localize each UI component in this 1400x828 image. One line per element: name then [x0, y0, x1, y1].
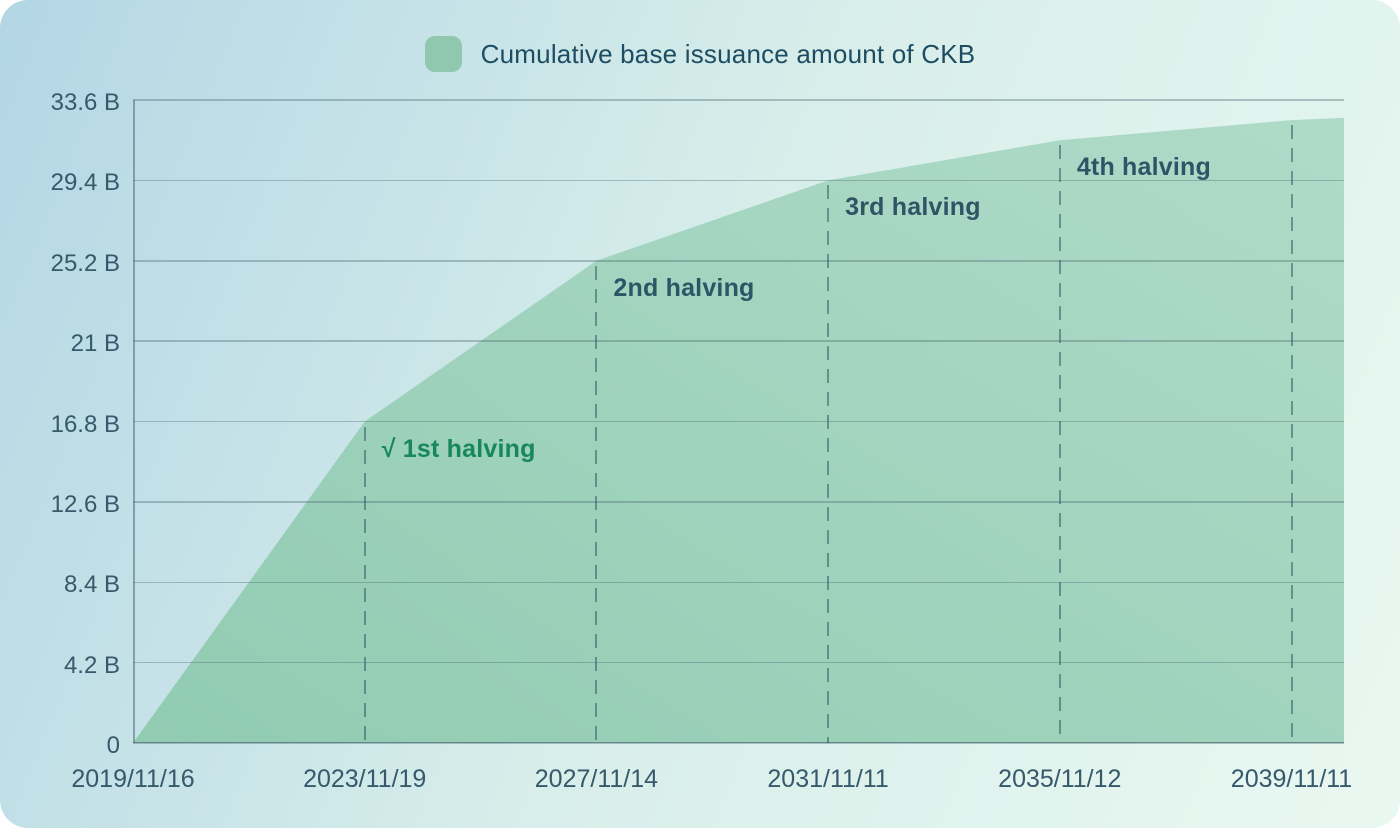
annotation-halving-3: 3rd halving — [845, 193, 981, 222]
plot-area: √ 1st halving 2nd halving 3rd halving 4th h… — [133, 99, 1344, 744]
annotation-halving-4: 4th halving — [1076, 153, 1211, 182]
y-tick-16.8B: 16.8 B — [50, 410, 120, 438]
gridline-25.2B — [133, 260, 1344, 262]
gridline-8.4B — [133, 581, 1344, 583]
annotation-halving-2: 2nd halving — [613, 273, 755, 302]
legend[interactable]: Cumulative base issuance amount of CKB — [0, 36, 1400, 72]
cumulative-issuance-area — [133, 117, 1344, 743]
y-tick-33.6B: 33.6 B — [50, 89, 120, 116]
x-axis-line — [133, 741, 1344, 743]
y-tick-12.6B: 12.6 B — [50, 490, 120, 518]
halving-dashed-line-3 — [827, 185, 830, 743]
x-tick-2031-11-11: 2031/11/11 — [767, 765, 889, 793]
x-tick-2019-11-16: 2019/11/16 — [71, 765, 195, 793]
y-axis-line — [133, 100, 135, 743]
x-tick-2027-11-14: 2027/11/14 — [534, 765, 659, 793]
x-axis: 2019/11/16 2023/11/19 2027/11/14 2031/11/11… — [71, 765, 1352, 799]
x-tick-2039-11-11: 2039/11/11 — [1230, 765, 1353, 793]
gridline-21B — [133, 340, 1344, 342]
annotation-halving-1: √ 1st halving — [381, 434, 536, 463]
gridline-0 — [133, 742, 1344, 744]
x-tick-2035-11-12: 2035/11/12 — [998, 765, 1122, 793]
gridline-33.6B — [133, 99, 1344, 101]
legend-label: Cumulative base issuance amount of CKB — [480, 38, 976, 69]
gridline-16.8B — [133, 420, 1344, 423]
x-tick-2023-11-19: 2023/11/19 — [303, 765, 427, 793]
gridline-4.2B — [133, 661, 1344, 664]
halving-dashed-line-1 — [363, 426, 366, 743]
gridline-29.4B — [133, 179, 1344, 182]
y-tick-29.4B: 29.4 B — [50, 169, 120, 197]
y-tick-8.4B: 8.4 B — [63, 571, 120, 599]
halving-dashed-line-4 — [1058, 145, 1061, 743]
y-tick-21B: 21 B — [70, 330, 120, 358]
halving-dashed-line-2 — [595, 265, 598, 743]
y-tick-4.2B: 4.2 B — [63, 651, 120, 679]
legend-swatch-icon — [424, 36, 462, 72]
issuance-curve-fill — [133, 117, 1344, 743]
y-tick-25.2B: 25.2 B — [50, 249, 120, 277]
halving-dashed-line-5 — [1290, 125, 1293, 743]
y-tick-0: 0 — [106, 732, 120, 759]
y-axis: 0 4.2 B 8.4 B 12.6 B 16.8 B 21 B 25.2 B 29.4 B 3… — [0, 90, 120, 759]
gridline-12.6B — [133, 501, 1344, 503]
